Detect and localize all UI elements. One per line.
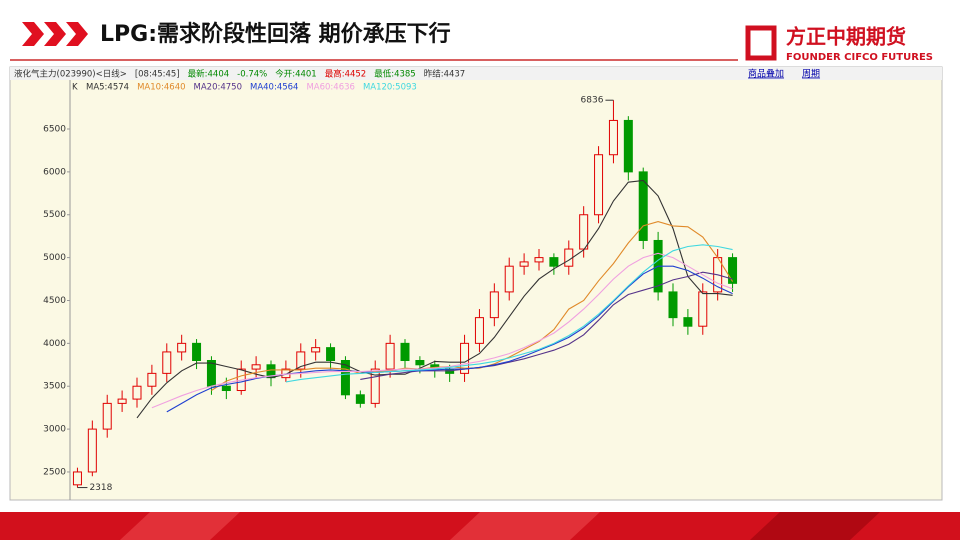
logo-en: FOUNDER CIFCO FUTURES [786,52,933,63]
info-item: 最高:4452 [325,69,367,80]
candle-body [251,364,261,370]
min-label: 2318 [89,483,112,493]
y-tick-label: 4500 [43,296,66,306]
candle-body [192,342,202,362]
candle-body [385,342,395,370]
info-bar [10,67,942,80]
legend-entry: MA10:4640 [137,83,185,93]
candle-body [132,385,142,400]
candle-body [460,342,470,374]
legend-entry: MA5:4574 [86,83,129,93]
y-tick-label: 5000 [43,253,66,263]
y-tick-label: 6000 [43,167,66,177]
y-tick-label: 3500 [43,382,66,392]
ma-line [151,252,733,409]
candle-body [221,385,231,392]
info-item: 昨结:4437 [424,69,466,80]
candle-body [340,360,350,396]
candle-body [117,398,127,404]
candle-body [668,291,678,319]
candle-body [326,347,336,362]
legend-entry: MA40:4564 [250,83,298,93]
candle-body [608,119,618,156]
slide-title: LPG:需求阶段性回落 期价承压下行 [100,21,451,47]
info-item: 最新:4404 [188,69,230,80]
candle-body [147,372,157,387]
ma-line [285,244,733,383]
y-tick-label: 6500 [43,125,66,135]
candle-body [728,257,738,284]
menu-item[interactable]: 商品叠加 [748,68,784,80]
candle-body [87,428,97,473]
candle-body [206,360,216,387]
legend-prefix: K [72,83,78,93]
candle-body [72,471,82,486]
footer-stripe [450,512,600,540]
candle-body [549,257,559,267]
candle-body [489,291,499,319]
y-tick-label: 4000 [43,339,66,349]
logo-cn: 方正中期期货 [786,25,906,49]
chevron [66,22,88,46]
candle-body [519,261,529,267]
y-tick-label: 2500 [43,467,66,477]
candle-body [504,265,514,293]
footer-stripe [750,512,880,540]
footer-stripe [120,512,240,540]
candle-body [534,257,544,263]
candle-body [579,214,589,250]
legend-entry: MA20:4750 [194,83,242,93]
info-item: 最低:4385 [374,69,416,80]
menu-item[interactable]: 周期 [802,69,820,80]
info-item: 液化气主力(023990)<日线> [14,69,127,80]
candle-body [638,171,648,241]
legend-entry: MA120:5093 [363,83,417,93]
candle-body [683,317,693,327]
candle-body [698,291,708,327]
candle-body [370,368,380,404]
logo-mark [745,25,777,61]
candle-body [311,347,321,353]
y-tick-label: 5500 [43,210,66,220]
candle-body [296,351,306,370]
candle-body [102,402,112,430]
candle-body [355,394,365,404]
info-item: [08:45:45] [135,70,180,80]
info-item: -0.74% [237,70,267,80]
candle-body [415,360,425,366]
legend-entry: MA60:4636 [306,83,354,93]
y-tick-label: 3000 [43,425,66,435]
ma-line [136,179,733,419]
candle-body [474,317,484,344]
candle-body [400,342,410,362]
chevron [44,22,66,46]
chevron [22,22,44,46]
candle-body [162,351,172,374]
chart-frame [9,66,943,501]
info-item: 今开:4401 [275,69,317,80]
max-label: 6836 [581,96,604,106]
candle-body [594,154,604,216]
candle-body [623,119,633,173]
candle-body [177,342,187,353]
